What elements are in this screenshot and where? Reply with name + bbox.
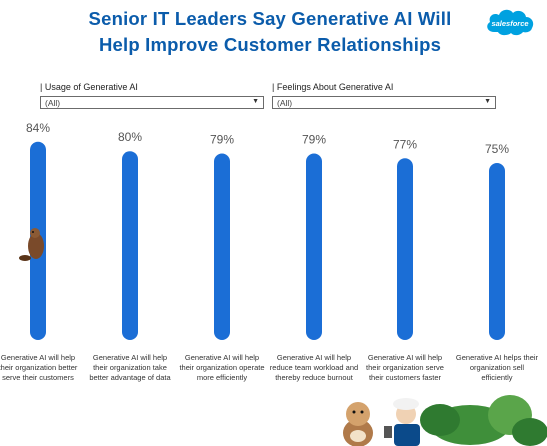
salesforce-logo: salesforce — [487, 9, 534, 36]
einstein-mascot-icon — [384, 398, 420, 446]
beaver-mascot-icon — [19, 228, 44, 261]
data-label-2: 80% — [118, 130, 142, 144]
filter-select-usage[interactable]: (All) ▼ — [40, 96, 264, 109]
category-label-2: Generative AI will help their organizatio… — [89, 353, 171, 382]
bar-3[interactable] — [214, 153, 230, 340]
chevron-down-icon: ▼ — [252, 98, 259, 105]
salesforce-logo-text: salesforce — [491, 19, 528, 28]
chart-title-line-2: Help Improve Customer Relationships — [98, 34, 442, 55]
chart-title: Senior IT Leaders Say Generative AI Will… — [60, 6, 480, 58]
filter-select-feelings-value: (All) — [277, 98, 293, 108]
tree-illustration-icon — [420, 395, 547, 446]
category-label-1: Generative AI will help their organizatio… — [0, 353, 78, 382]
category-label-4: Generative AI will help reduce team workl… — [270, 353, 358, 382]
bar-2[interactable] — [122, 151, 138, 340]
data-label-5: 77% — [393, 137, 417, 151]
chart-title-line-1: Senior IT Leaders Say Generative AI Will — [88, 8, 452, 29]
filter-label-usage: | Usage of Generative AI — [40, 82, 138, 92]
filter-select-feelings[interactable]: (All) ▼ — [272, 96, 496, 109]
astro-mascot-icon — [343, 402, 373, 446]
category-label-5: Generative AI will help their organizatio… — [366, 353, 444, 382]
data-label-6: 75% — [485, 142, 509, 156]
data-label-4: 79% — [302, 133, 326, 147]
bar-4[interactable] — [306, 153, 322, 340]
chevron-down-icon: ▼ — [484, 98, 491, 105]
bar-5[interactable] — [397, 158, 413, 340]
filter-label-feelings: | Feelings About Generative AI — [272, 82, 394, 92]
filter-select-usage-value: (All) — [45, 98, 61, 108]
data-label-3: 79% — [210, 133, 234, 147]
category-label-6: Generative AI helps their organization se… — [456, 353, 539, 382]
category-label-3: Generative AI will help their organizatio… — [179, 353, 264, 382]
data-label-1: 84% — [26, 121, 50, 135]
bar-6[interactable] — [489, 163, 505, 340]
